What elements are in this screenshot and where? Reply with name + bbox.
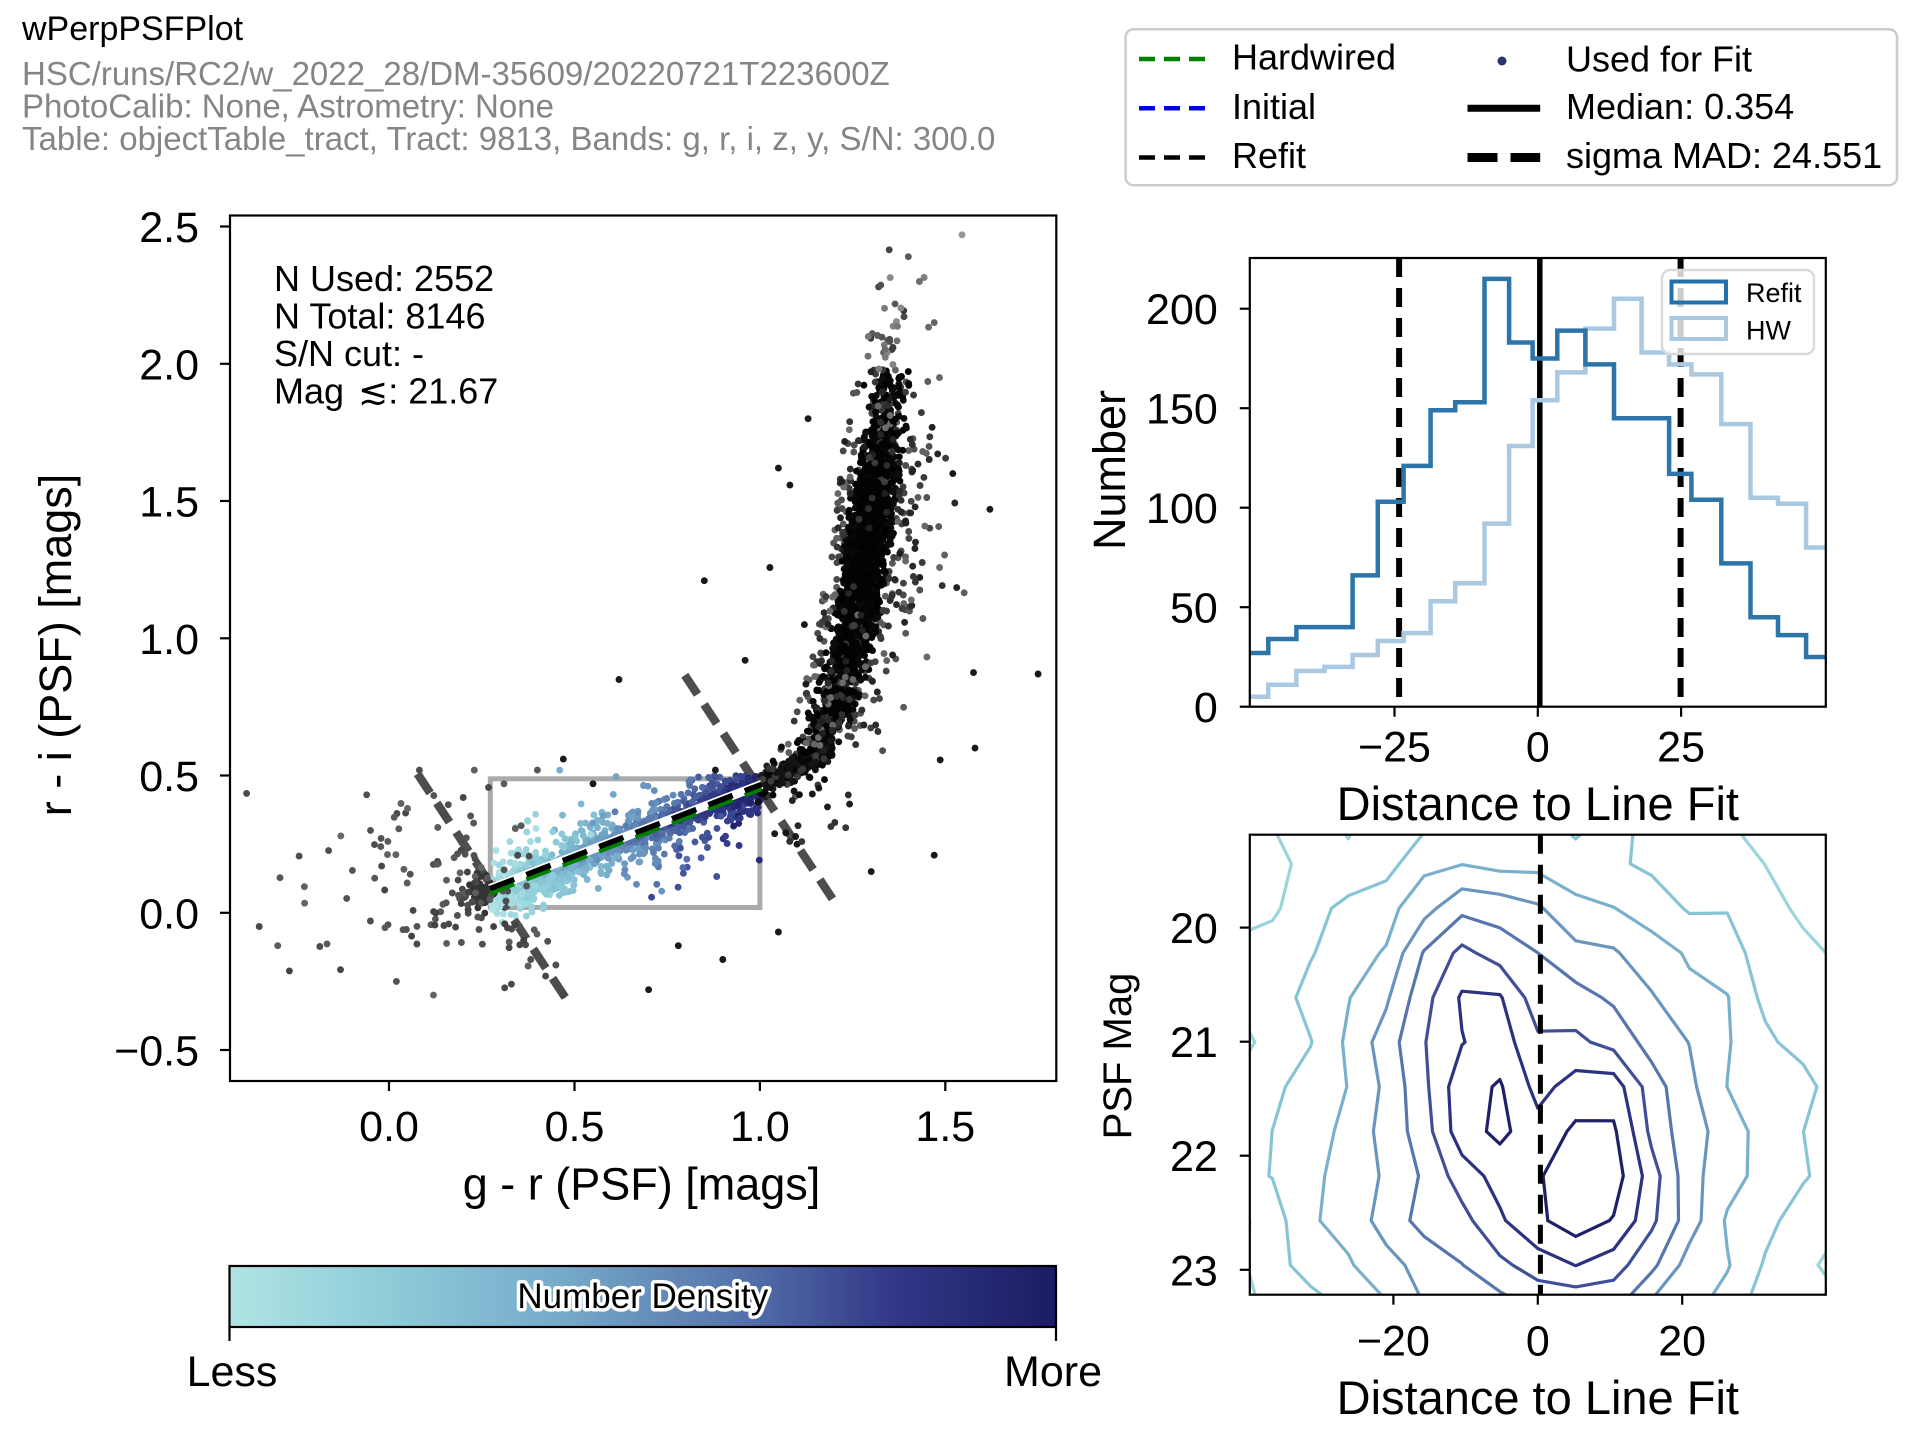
- svg-text:1.0: 1.0: [139, 616, 199, 664]
- svg-text:Distance to Line Fit: Distance to Line Fit: [1337, 1371, 1739, 1424]
- svg-text:2.5: 2.5: [139, 204, 199, 252]
- svg-text:0: 0: [1526, 724, 1550, 772]
- svg-text:−20: −20: [1357, 1318, 1430, 1366]
- svg-text:−0.5: −0.5: [114, 1028, 199, 1076]
- svg-text:S/N cut: -: S/N cut: -: [274, 333, 424, 374]
- svg-text:0: 0: [1526, 1318, 1550, 1366]
- svg-text:20: 20: [1170, 905, 1218, 953]
- svg-text:Mag ≲: 21.67: Mag ≲: 21.67: [274, 371, 498, 412]
- svg-text:Distance to Line Fit: Distance to Line Fit: [1337, 777, 1739, 830]
- svg-text:0.5: 0.5: [545, 1103, 605, 1151]
- svg-text:sigma MAD: 24.551: sigma MAD: 24.551: [1566, 135, 1882, 176]
- svg-text:Initial: Initial: [1232, 86, 1316, 127]
- svg-text:150: 150: [1146, 386, 1218, 434]
- svg-text:wPerpPSFPlot: wPerpPSFPlot: [21, 10, 244, 48]
- svg-text:2.0: 2.0: [139, 341, 199, 389]
- svg-text:Used for Fit: Used for Fit: [1566, 39, 1752, 80]
- svg-text:Refit: Refit: [1232, 135, 1306, 176]
- svg-text:HSC/runs/RC2/w_2022_28/DM-3560: HSC/runs/RC2/w_2022_28/DM-35609/20220721…: [22, 55, 890, 92]
- svg-text:g - r (PSF) [mags]: g - r (PSF) [mags]: [463, 1159, 821, 1210]
- svg-text:0: 0: [1194, 684, 1218, 732]
- svg-text:Table: objectTable_tract, Trac: Table: objectTable_tract, Tract: 9813, B…: [22, 120, 995, 157]
- svg-text:Hardwired: Hardwired: [1232, 37, 1396, 78]
- svg-text:−25: −25: [1358, 724, 1431, 772]
- svg-text:1.5: 1.5: [139, 479, 199, 527]
- svg-text:50: 50: [1170, 585, 1218, 633]
- svg-text:100: 100: [1146, 485, 1218, 533]
- svg-text:Median: 0.354: Median: 0.354: [1566, 86, 1794, 127]
- svg-text:PSF Mag: PSF Mag: [1096, 973, 1140, 1140]
- svg-text:23: 23: [1170, 1247, 1218, 1295]
- svg-text:22: 22: [1170, 1133, 1218, 1181]
- svg-text:0.0: 0.0: [359, 1103, 419, 1151]
- svg-text:N Total: 8146: N Total: 8146: [274, 296, 485, 337]
- svg-text:0.5: 0.5: [139, 753, 199, 801]
- svg-text:Less: Less: [187, 1348, 278, 1396]
- svg-text:N Used: 2552: N Used: 2552: [274, 258, 494, 299]
- svg-text:0.0: 0.0: [139, 890, 199, 938]
- svg-text:25: 25: [1657, 724, 1705, 772]
- svg-text:PhotoCalib: None, Astrometry:: PhotoCalib: None, Astrometry: None: [22, 88, 554, 125]
- svg-text:Number: Number: [1084, 390, 1135, 550]
- svg-text:HW: HW: [1746, 316, 1791, 346]
- svg-text:200: 200: [1146, 286, 1218, 334]
- svg-text:More: More: [1004, 1348, 1102, 1396]
- svg-text:1.5: 1.5: [915, 1103, 975, 1151]
- svg-text:21: 21: [1170, 1019, 1218, 1067]
- svg-text:Refit: Refit: [1746, 278, 1802, 308]
- svg-text:Number Density: Number Density: [517, 1277, 768, 1316]
- svg-text:r - i (PSF) [mags]: r - i (PSF) [mags]: [30, 474, 81, 817]
- svg-text:1.0: 1.0: [730, 1103, 790, 1151]
- svg-text:20: 20: [1658, 1318, 1706, 1366]
